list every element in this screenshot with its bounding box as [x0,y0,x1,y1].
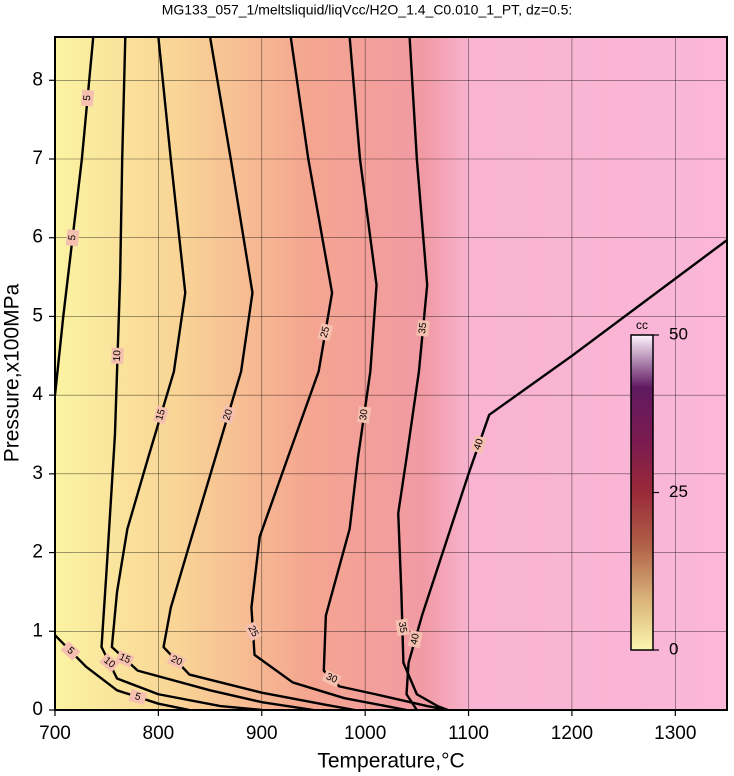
contour-label-bg [115,650,135,668]
y-tick-label: 8 [32,69,43,90]
y-tick-label: 2 [32,542,43,563]
contour-label-bg [243,621,263,642]
contour-label-bg [220,405,237,425]
contour-label: 30 [321,669,342,688]
contour-label-bg [317,322,334,342]
contour-label: 10 [111,347,124,365]
contour-line [110,37,314,710]
x-axis-label: Temperature,°C [317,750,464,773]
contour-label-text: 5 [134,691,143,703]
contour-label-text: 5 [67,234,79,241]
contour-label: 30 [357,406,372,424]
contour-label: 25 [243,621,263,642]
contour-label-bg [395,618,410,637]
contour-label: 10 [99,653,120,673]
contour-label-bg [128,689,148,705]
y-tick-label: 5 [32,305,43,326]
contour-label-text: 40 [409,632,422,645]
contour-label: 5 [65,229,80,247]
x-tick-label: 1100 [448,723,489,744]
colorbar-tick-label: 0 [669,639,678,658]
y-tick-label: 0 [32,699,43,720]
x-tick-label: 1000 [344,723,386,744]
contour-label-text: 15 [117,652,132,667]
y-tick-label: 3 [32,463,43,484]
contour-label-text: 30 [324,671,339,686]
contour-line [100,37,262,710]
contour-label-bg [111,347,124,365]
contour-label-bg [407,630,423,649]
x-tick-label: 700 [39,723,71,744]
contour-label-text: 40 [472,437,486,451]
contour-label-text: 25 [245,624,260,639]
contour-label: 20 [166,651,187,670]
y-tick-label: 4 [32,384,43,405]
contour-label: 5 [128,689,148,705]
contour-label: 40 [407,630,423,649]
contour-label-bg [99,653,120,673]
contour-label-bg [152,405,169,425]
y-axis-label: Pressure,x100MPa [1,283,24,462]
contour-label-bg [470,434,488,454]
contour-label: 25 [317,322,334,342]
contour-label: 35 [395,618,410,637]
contour-label-text: 35 [396,621,409,634]
contour-label-text: 30 [358,408,370,421]
contour-label-text: 20 [169,654,184,669]
colorbar-label: cc [636,318,648,332]
contour-label: 15 [115,650,135,668]
contour-label: 5 [60,641,81,661]
x-tick-label: 1300 [654,723,696,744]
x-tick-label: 800 [143,723,175,744]
contour-label-bg [357,406,372,424]
contour-label-bg [416,319,430,337]
colorbar-tick-label: 25 [669,482,688,501]
contour-label-text: 15 [154,408,168,422]
contour-label: 20 [220,405,237,425]
x-tick-label: 1200 [551,723,593,744]
contour-line [322,37,449,710]
x-tick-label: 900 [246,723,278,744]
y-tick-label: 1 [32,620,43,641]
contour-line [250,37,407,710]
contour-label-text: 35 [417,322,429,335]
contour-label: 5 [80,89,95,107]
contour-label-text: 5 [82,94,94,101]
plot-background [55,37,727,710]
contour-label-bg [65,229,80,247]
contour-label-text: 20 [221,408,235,422]
contour-label: 40 [470,434,488,454]
contour-label-text: 10 [112,350,124,362]
colorbar-tick-label: 50 [669,324,688,343]
contour-label-bg [321,669,342,688]
contour-line [397,37,449,710]
contour-label: 15 [152,405,169,425]
y-tick-label: 7 [32,148,43,169]
contour-label-bg [166,651,187,670]
chart-title: MG133_057_1/meltsliquid/liqVcc/H2O_1.4_C… [162,2,573,18]
y-tick-label: 6 [32,227,43,248]
contour-label-bg [60,641,81,661]
contour-label-text: 5 [65,645,77,657]
contour-label-text: 25 [319,325,333,339]
contour-label-bg [80,89,95,107]
contour-line [162,37,356,710]
contour-label: 35 [416,319,430,337]
colorbar [630,334,654,651]
contour-line [405,239,727,710]
plot-frame [54,36,728,711]
